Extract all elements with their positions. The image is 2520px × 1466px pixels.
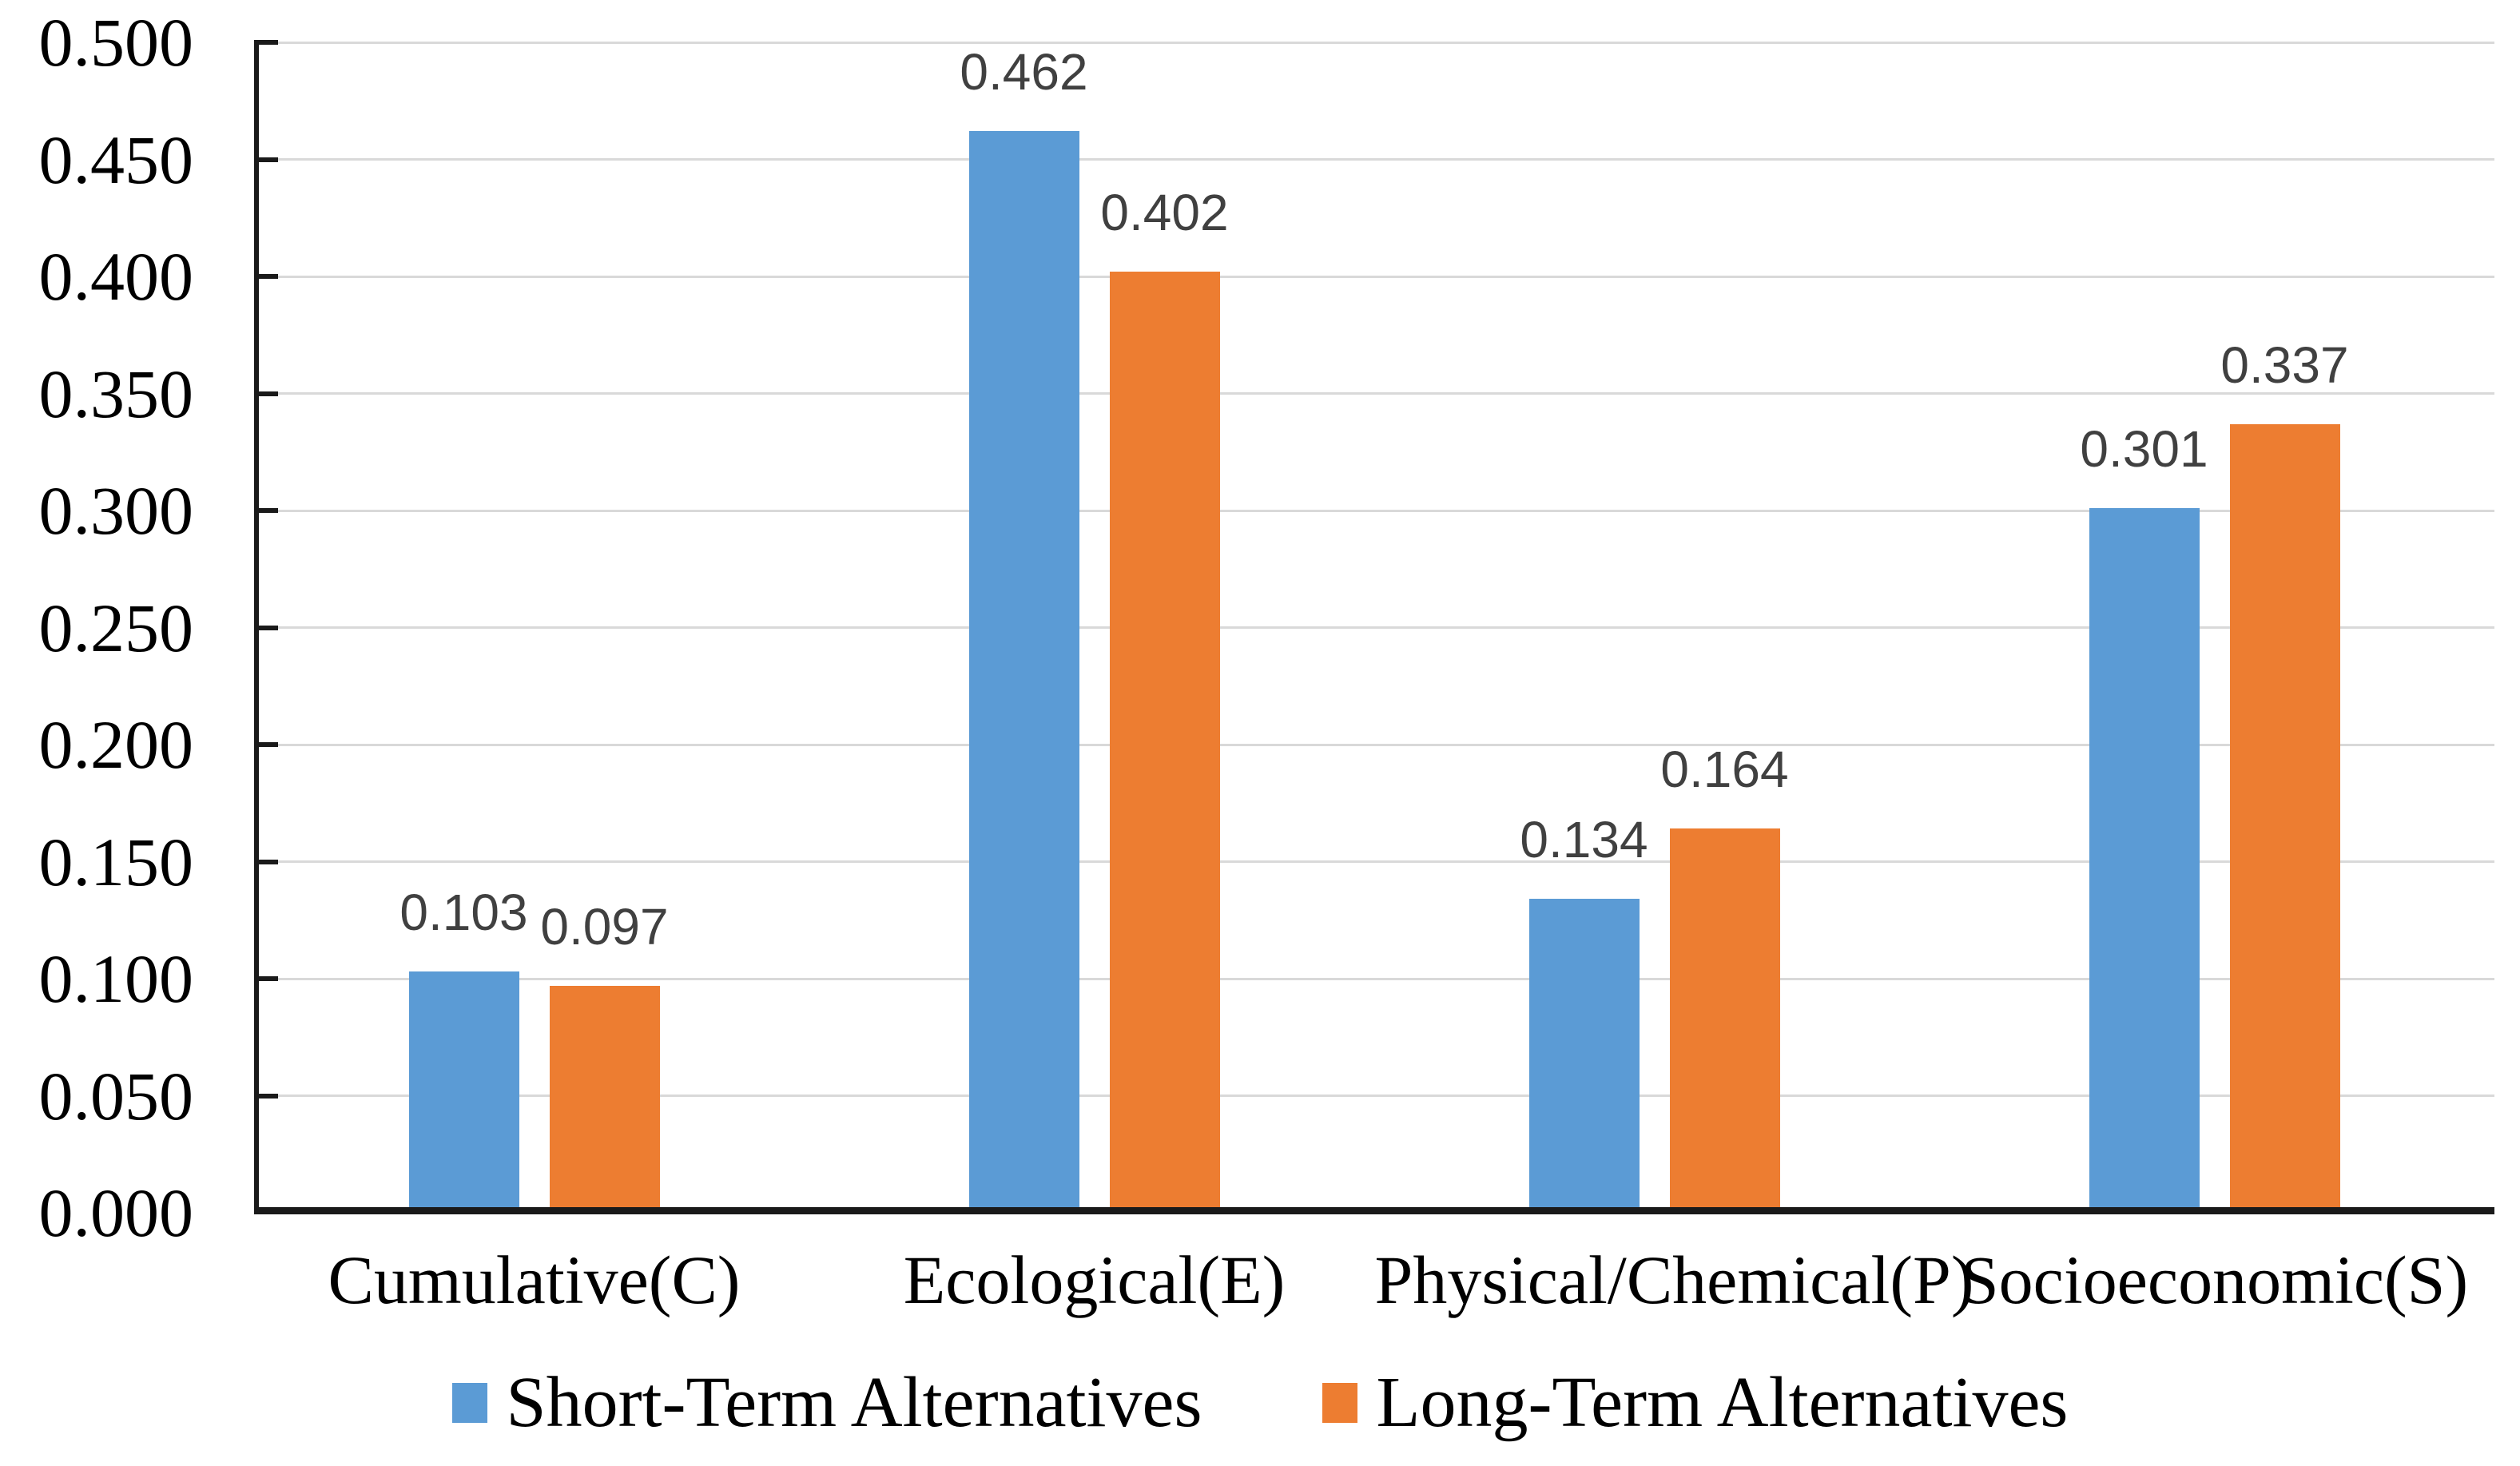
gridline — [257, 977, 2494, 980]
y-tick-label: 0.400 — [38, 238, 194, 315]
bar — [2229, 423, 2340, 1213]
x-category-label: Physical/Chemical(P) — [1374, 1242, 1974, 1318]
legend-swatch — [451, 1382, 487, 1423]
y-tick-label: 0.350 — [38, 355, 194, 432]
y-tick-label: 0.200 — [38, 706, 194, 783]
bar — [2089, 508, 2200, 1213]
gridline — [257, 860, 2494, 863]
legend: Short-Term Alternatives Long-Term Alterna… — [0, 1363, 2520, 1442]
x-category-label: Socioeconomic(S) — [1960, 1242, 2469, 1318]
gridline — [257, 1095, 2494, 1097]
bar-value-label: 0.134 — [1520, 811, 1648, 869]
y-tick-label: 0.150 — [38, 823, 194, 900]
y-axis-labels: 0.000 0.050 0.100 0.150 0.200 0.250 0.300 0.350… — [16, 7, 194, 1248]
gridline — [257, 392, 2494, 395]
gridline — [257, 626, 2494, 629]
legend-label: Long-Term Alternatives — [1376, 1363, 2069, 1442]
x-category-label: Ecological(E) — [903, 1242, 1286, 1318]
y-tick — [254, 625, 278, 630]
legend-swatch — [1322, 1382, 1357, 1423]
bar — [408, 971, 519, 1213]
y-tick — [254, 157, 278, 162]
gridline — [257, 509, 2494, 512]
y-tick-label: 0.050 — [38, 1057, 194, 1134]
bar-value-label: 0.462 — [960, 43, 1088, 101]
plot-area: 0.103 0.097 0.462 0.402 0.134 0.164 0.301 0.337 — [254, 40, 2494, 1214]
gridline — [257, 275, 2494, 278]
y-tick-label: 0.300 — [38, 472, 194, 549]
bar-value-label: 0.402 — [1100, 184, 1229, 242]
bar — [1669, 828, 1780, 1213]
bar — [968, 131, 1079, 1213]
gridline — [257, 41, 2494, 44]
bar-value-label: 0.097 — [540, 897, 669, 955]
y-tick — [254, 508, 278, 513]
y-tick — [254, 391, 278, 396]
bar-value-label: 0.301 — [2080, 420, 2208, 479]
x-axis-labels: Cumulative(C) Ecological(E) Physical/Chemi… — [254, 1240, 2494, 1336]
y-tick-label: 0.250 — [38, 589, 194, 666]
y-tick — [254, 1093, 278, 1099]
y-tick — [254, 274, 278, 279]
y-tick-label: 0.000 — [38, 1174, 194, 1251]
legend-label: Short-Term Alternatives — [506, 1363, 1202, 1442]
y-tick-label: 0.100 — [38, 940, 194, 1017]
x-category-label: Cumulative(C) — [328, 1242, 741, 1318]
y-tick — [254, 742, 278, 747]
bar — [1528, 899, 1640, 1213]
y-tick — [254, 976, 278, 981]
y-tick — [254, 40, 278, 45]
bar — [549, 985, 660, 1213]
gridline — [257, 743, 2494, 746]
bar-value-label: 0.164 — [1660, 741, 1789, 799]
y-tick — [254, 859, 278, 864]
x-axis-line — [254, 1207, 2494, 1214]
bar-value-label: 0.103 — [399, 884, 528, 942]
y-tick-label: 0.450 — [38, 121, 194, 198]
gridline — [257, 158, 2494, 161]
legend-item: Long-Term Alternatives — [1322, 1363, 2069, 1442]
bar-value-label: 0.337 — [2220, 336, 2349, 394]
y-tick-label: 0.500 — [38, 4, 194, 81]
legend-item: Short-Term Alternatives — [451, 1363, 1202, 1442]
bar — [1109, 272, 1220, 1213]
